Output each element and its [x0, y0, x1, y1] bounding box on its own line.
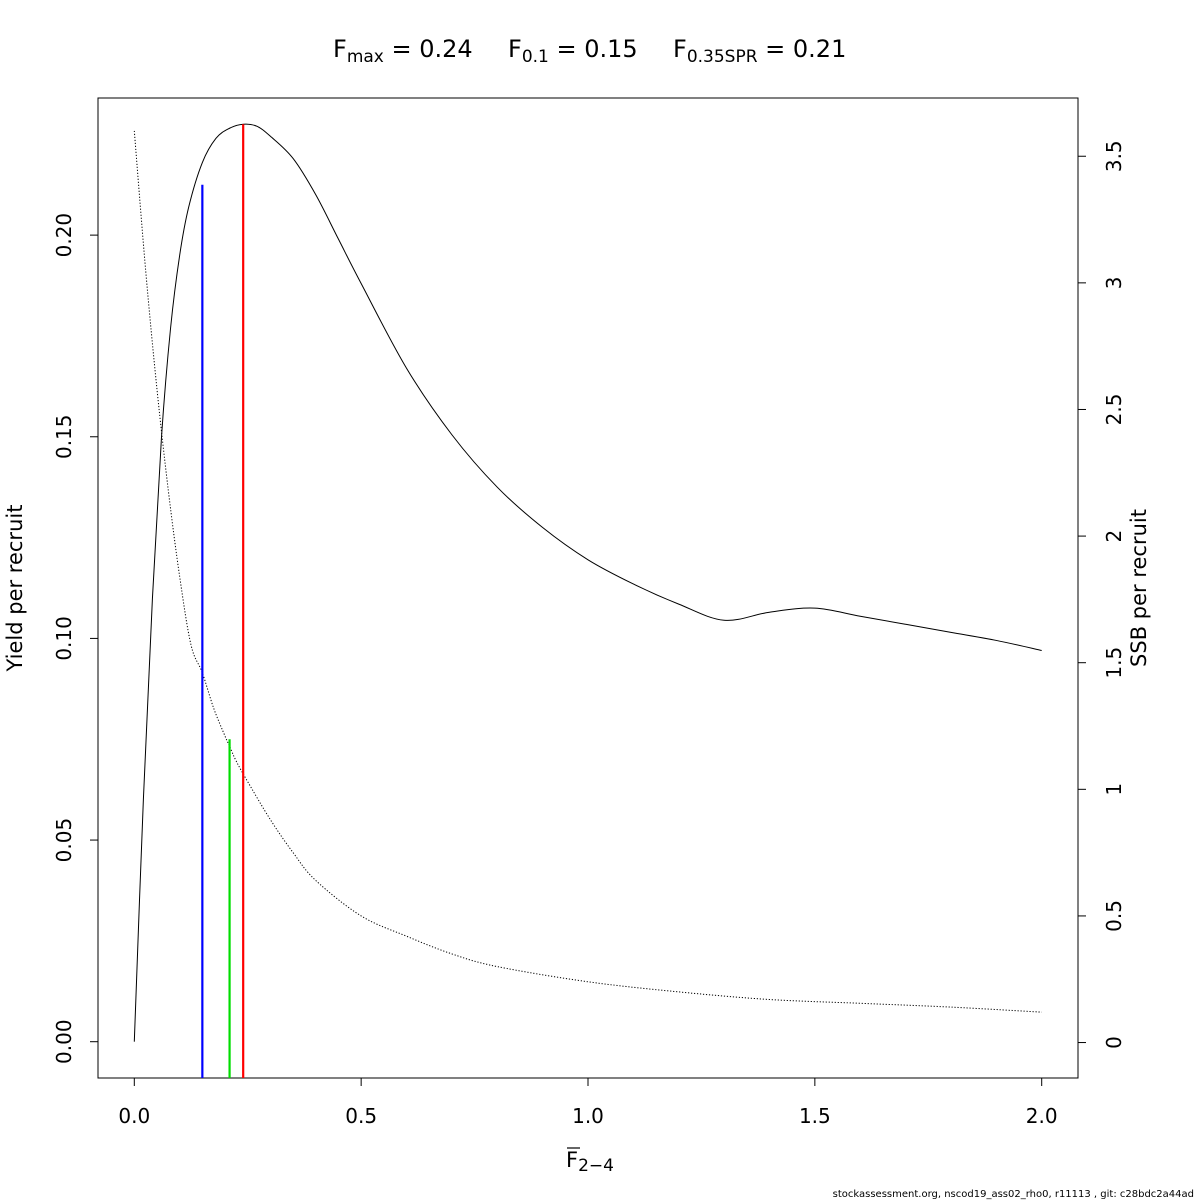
y-axis-right: 0 0.5 1 1.5 2 2.5 3 3.5	[1078, 140, 1126, 1049]
footer-note: stockassessment.org, nscod19_ass02_rho0,…	[833, 1189, 1194, 1200]
y-left-tick-label: 0.05	[52, 818, 76, 863]
chart-title: Fmax = 0.24 F0.1 = 0.15 F0.35SPR = 0.21	[333, 35, 846, 67]
series-layer	[133, 123, 1042, 1042]
x-axis-title-text: F2−4	[566, 1148, 614, 1176]
title-part-2: F0.35SPR = 0.21	[673, 35, 846, 67]
y-axis-right-title: SSB per recruit	[1127, 509, 1151, 667]
y-left-tick-label: 0.20	[52, 213, 76, 258]
y-right-tick-label: 0	[1102, 1036, 1126, 1049]
plot-frame	[97, 97, 1079, 1079]
title-part-0: Fmax = 0.24	[333, 35, 473, 67]
y-left-tick-label: 0.10	[52, 616, 76, 661]
y-right-tick-label: 3.5	[1102, 140, 1126, 172]
y-axis-left: 0.00 0.05 0.10 0.15 0.20	[52, 213, 98, 1064]
yield-per-recruit-line	[133, 123, 1042, 1042]
x-axis-title: F2−4	[566, 1147, 614, 1176]
x-axis: 0.0 0.5 1.0 1.5 2.0	[118, 1078, 1058, 1128]
title-part-1: F0.1 = 0.15	[508, 35, 638, 67]
y-right-tick-label: 1	[1102, 783, 1126, 796]
y-right-tick-label: 3	[1102, 276, 1126, 289]
x-tick-label: 1.5	[799, 1104, 831, 1128]
y-axis-left-title: Yield per recruit	[3, 505, 27, 673]
y-right-tick-label: 0.5	[1102, 900, 1126, 932]
x-tick-label: 2.0	[1026, 1104, 1058, 1128]
ssb-per-recruit-line	[133, 130, 1042, 1013]
y-left-tick-label: 0.15	[52, 414, 76, 459]
y-right-tick-label: 1.5	[1102, 647, 1126, 679]
x-tick-label: 1.0	[572, 1104, 604, 1128]
reference-lines	[201, 124, 245, 1078]
y-left-tick-label: 0.00	[52, 1019, 76, 1064]
y-right-tick-label: 2.5	[1102, 394, 1126, 426]
x-tick-label: 0.5	[345, 1104, 377, 1128]
x-tick-label: 0.0	[118, 1104, 150, 1128]
y-right-tick-label: 2	[1102, 530, 1126, 543]
